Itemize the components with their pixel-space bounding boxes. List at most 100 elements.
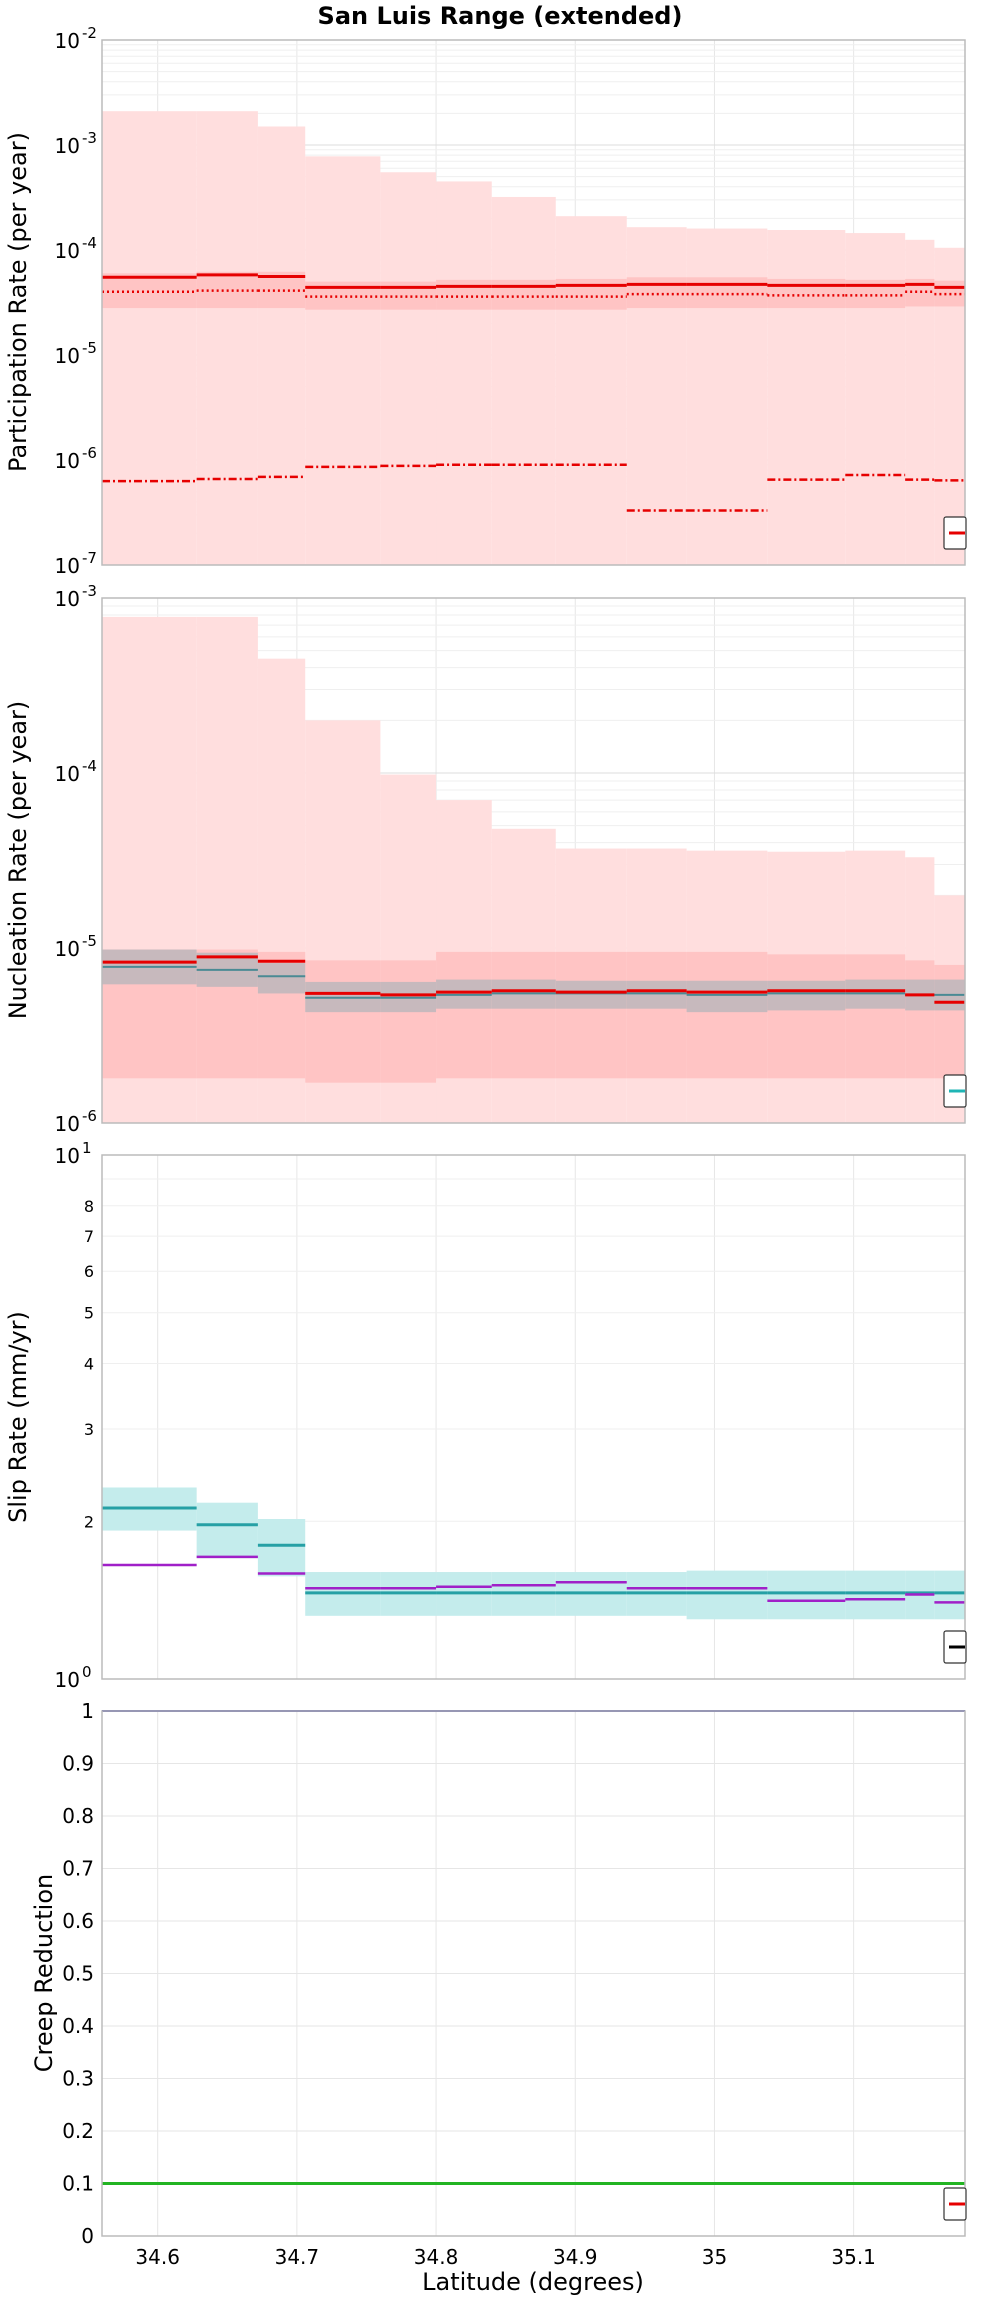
band-segment xyxy=(686,1570,768,1620)
band-segment xyxy=(491,279,556,310)
band-segment xyxy=(626,980,687,1009)
band-segment xyxy=(436,279,492,310)
grid xyxy=(102,1710,965,2237)
y-minor-tick-label: 5 xyxy=(84,1304,94,1323)
y-tick-label: 0 xyxy=(81,2224,94,2248)
creep-reduction-y-label: Creep Reduction xyxy=(30,1874,58,2072)
y-tick-label: 10 xyxy=(55,554,80,578)
x-tick-label: 35 xyxy=(702,2245,727,2269)
band-segment xyxy=(905,960,935,1079)
band-segment xyxy=(102,111,197,565)
creep-reduction-panel: Creep Reduction 0 0.1 0.2 0.3 0.4 0.5 0.6 0.7 0.… xyxy=(30,1699,967,2269)
band-segment xyxy=(845,1570,906,1620)
legend xyxy=(943,2187,967,2221)
y-tick-exponent: -7 xyxy=(82,549,97,567)
y-tick-label: 10 xyxy=(55,762,80,786)
band-segment xyxy=(555,951,627,1079)
y-tick-label: 0.6 xyxy=(62,1909,94,1933)
band-segment xyxy=(491,196,556,565)
y-tick-exponent: -4 xyxy=(82,757,97,775)
y-tick-label: 10 xyxy=(55,937,80,961)
band-segment xyxy=(257,963,306,994)
band-segment xyxy=(305,156,381,565)
y-tick-exponent: -3 xyxy=(82,129,97,147)
legend xyxy=(943,1074,967,1108)
y-tick-label: 10 xyxy=(55,29,80,53)
series-line xyxy=(102,273,965,289)
grid xyxy=(102,1155,965,1680)
figure-title: San Luis Range (extended) xyxy=(318,2,683,30)
band-segment xyxy=(436,181,492,565)
y-minor-tick-label: 8 xyxy=(84,1197,94,1216)
band-segment xyxy=(380,281,437,310)
band-segment xyxy=(305,960,381,1083)
y-tick-label: 1 xyxy=(81,1699,94,1723)
y-tick-labels: 10-710-610-510-410-310-2 xyxy=(55,24,97,578)
y-tick-label: 10 xyxy=(55,449,80,473)
nucleation-rate-panel: Nucleation Rate (per year) 10 -610 -510 -41… xyxy=(4,582,967,1136)
band-segment xyxy=(767,1570,846,1620)
participation-rate-y-label: Participation Rate (per year) xyxy=(4,132,32,472)
band-segment xyxy=(686,951,768,1079)
y-tick-exponent: 0 xyxy=(82,1663,92,1681)
x-axis-label: Latitude (degrees) xyxy=(422,2268,644,2296)
x-tick-label: 34.8 xyxy=(414,2245,459,2269)
uncertainty-band xyxy=(102,1487,965,1620)
y-tick-labels: 0 0.1 0.2 0.3 0.4 0.5 0.6 0.7 0.8 0.9 1 xyxy=(62,1699,94,2248)
series-line xyxy=(102,289,965,298)
band-segment xyxy=(767,980,846,1011)
y-tick-label: 10 xyxy=(55,1668,80,1692)
y-tick-exponent: -4 xyxy=(82,234,97,252)
legend xyxy=(943,516,967,550)
y-tick-exponent: -5 xyxy=(82,932,97,950)
y-tick-exponent: -5 xyxy=(82,339,97,357)
band-segment xyxy=(686,980,768,1013)
band-segment xyxy=(767,278,846,309)
y-tick-label: 10 xyxy=(55,239,80,263)
band-segment xyxy=(380,960,437,1083)
band-segment xyxy=(626,277,687,309)
band-segment xyxy=(436,951,492,1079)
band-segment xyxy=(555,278,627,310)
band-segment xyxy=(196,111,258,565)
y-tick-label: 0.2 xyxy=(62,2119,94,2143)
y-minor-tick-label: 7 xyxy=(84,1227,94,1246)
panel-frame xyxy=(101,39,966,566)
x-tick-label: 35.1 xyxy=(831,2245,876,2269)
y-tick-label: 0.8 xyxy=(62,1804,94,1828)
nucleation-rate-y-label: Nucleation Rate (per year) xyxy=(4,701,32,1020)
y-tick-label: 0.3 xyxy=(62,2067,94,2091)
series-line xyxy=(102,1555,965,1604)
panel-frame xyxy=(101,1710,966,2237)
y-tick-label: 10 xyxy=(55,587,80,611)
y-tick-label: 0.9 xyxy=(62,1752,94,1776)
y-tick-label: 0.7 xyxy=(62,1857,94,1881)
slip-rate-y-label: Slip Rate (mm/yr) xyxy=(4,1311,32,1523)
y-tick-label: 0.1 xyxy=(62,2172,94,2196)
y-tick-label: 10 xyxy=(55,1144,80,1168)
y-tick-label: 0.5 xyxy=(62,1962,94,1986)
x-tick-label: 34.9 xyxy=(553,2245,598,2269)
y-tick-exponent: 1 xyxy=(82,1139,92,1157)
uncertainty-band xyxy=(102,111,965,566)
y-tick-exponent: -3 xyxy=(82,582,97,600)
series-line xyxy=(102,1506,965,1595)
x-tick-label: 34.7 xyxy=(275,2245,320,2269)
x-tick-label: 34.6 xyxy=(135,2245,180,2269)
panel-frame xyxy=(101,597,966,1124)
y-minor-tick-label: 3 xyxy=(84,1420,94,1439)
band-segment xyxy=(626,951,687,1079)
band-segment xyxy=(555,980,627,1009)
band-segment xyxy=(686,277,768,309)
y-minor-tick-label: 2 xyxy=(84,1512,94,1531)
y-tick-exponent: -6 xyxy=(82,444,97,462)
series-line xyxy=(102,955,965,1004)
panel-frame xyxy=(101,1154,966,1680)
y-tick-labels: 10-610-510-410-3 xyxy=(55,582,97,1136)
band-segment xyxy=(257,1518,306,1577)
y-minor-tick-label: 4 xyxy=(84,1355,94,1374)
participation-rate-panel: Participation Rate (per year) 10-710-610… xyxy=(4,24,967,578)
